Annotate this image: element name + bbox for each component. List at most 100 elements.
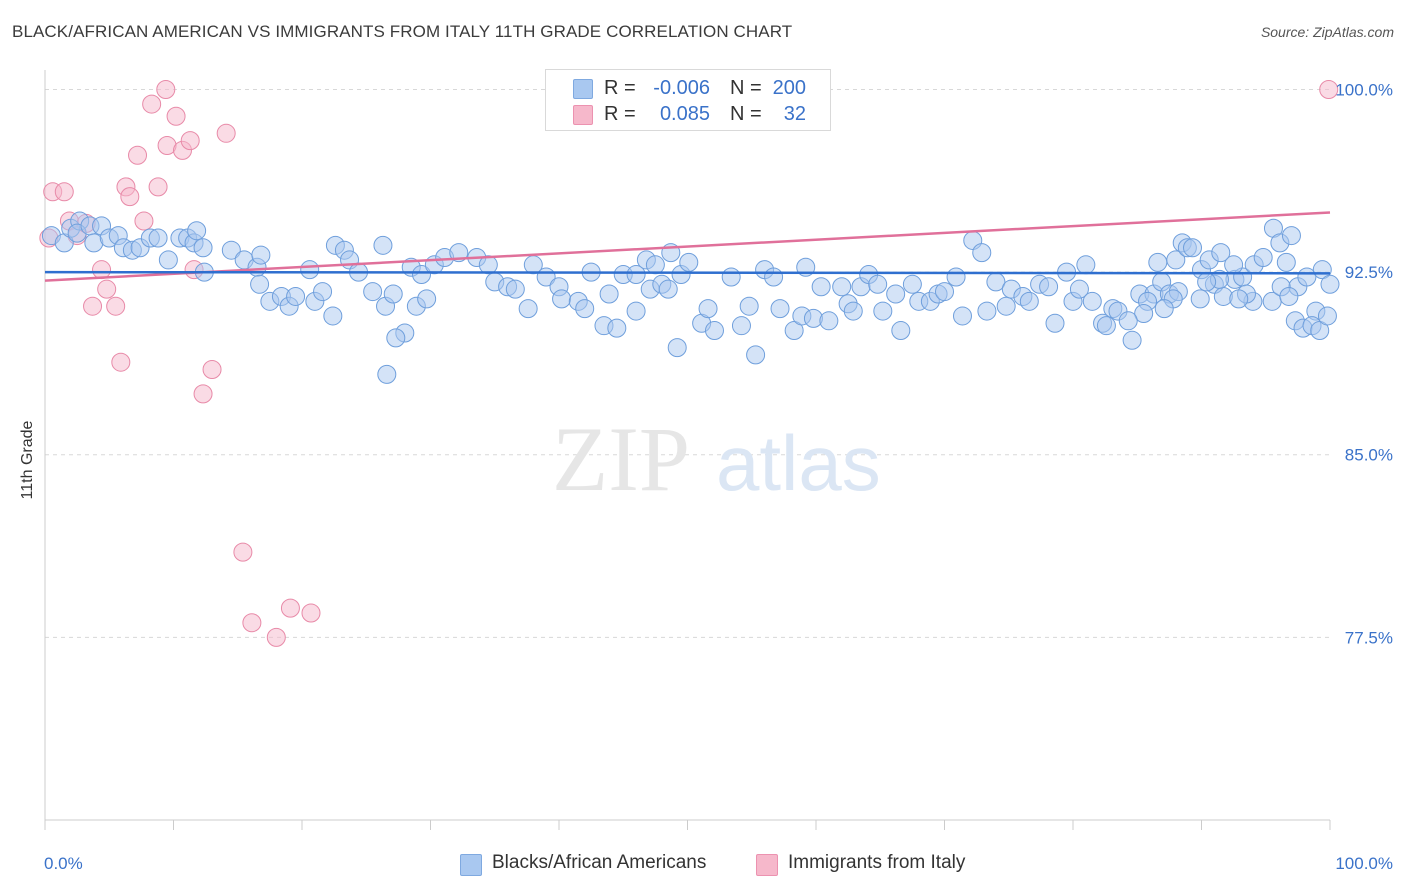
point-blacks [313, 282, 333, 302]
point-blacks [373, 235, 393, 255]
point-blacks [1279, 286, 1299, 306]
y-tick-label: 77.5% [1345, 628, 1393, 647]
bottom-legend-label: Immigrants from Italy [788, 852, 966, 873]
point-blacks [746, 345, 766, 365]
point-blacks [1320, 274, 1340, 294]
point-blacks [891, 321, 911, 341]
point-blacks [935, 282, 954, 302]
point-immigrants [134, 211, 154, 231]
point-immigrants [193, 384, 213, 404]
point-blacks [363, 282, 383, 302]
point-blacks [300, 260, 320, 280]
point-blacks [1183, 238, 1203, 258]
point-blacks [193, 238, 213, 258]
point-blacks [1039, 277, 1059, 297]
tick-labels: 77.5% 85.0% 92.5% 100.0% 0.0% 100.0% [44, 80, 1393, 873]
point-blacks [902, 274, 922, 294]
point-blacks [1317, 306, 1337, 326]
point-blacks [417, 289, 437, 309]
point-blacks [449, 243, 469, 263]
watermark: ZIP atlas [552, 408, 881, 510]
point-blacks [383, 284, 403, 304]
legend-r-label: R = [604, 77, 636, 99]
point-blacks [599, 284, 619, 304]
point-blacks [626, 301, 646, 321]
point-blacks [868, 274, 888, 294]
point-blacks [1253, 248, 1273, 267]
y-tick-label: 85.0% [1345, 446, 1393, 465]
legend-r-label: R = [604, 103, 636, 125]
point-blacks [158, 250, 178, 270]
point-blacks [1118, 311, 1138, 331]
point-blacks [1154, 299, 1174, 319]
point-blacks [386, 328, 406, 348]
point-immigrants [301, 603, 321, 623]
point-blacks [505, 279, 525, 299]
point-blacks [1211, 243, 1231, 263]
legend-n-value: 32 [783, 103, 806, 125]
legend-n-label: N = [730, 77, 762, 99]
point-immigrants [83, 296, 103, 316]
point-immigrants [266, 627, 286, 647]
point-blacks [679, 252, 699, 272]
point-blacks [148, 228, 168, 248]
point-blacks [843, 301, 863, 321]
point-immigrants [54, 182, 74, 202]
point-blacks [704, 321, 724, 341]
legend-swatch-blue [573, 79, 593, 99]
legend-n-label: N = [730, 103, 762, 125]
point-blacks [1229, 289, 1249, 309]
stats-legend: R = -0.006 N = 200 R = 0.085 N = 32 [545, 69, 831, 131]
legend-r-value: 0.085 [659, 103, 710, 125]
y-tick-label: 92.5% [1345, 263, 1393, 282]
point-immigrants [142, 94, 162, 114]
point-blacks [819, 311, 839, 331]
point-blacks [784, 321, 804, 341]
point-blacks [739, 296, 759, 316]
point-blacks [478, 255, 498, 275]
point-blacks [1082, 291, 1102, 311]
point-blacks [721, 267, 741, 287]
legend-n-value: 200 [772, 77, 806, 99]
point-blacks [1148, 252, 1168, 272]
point-blacks [873, 301, 893, 321]
point-immigrants [216, 123, 236, 143]
point-blacks [1069, 279, 1089, 299]
x-tick-label: 0.0% [44, 854, 83, 873]
point-immigrants [233, 542, 253, 562]
source-label: Source: ZipAtlas.com [1260, 24, 1394, 40]
point-immigrants [202, 360, 222, 380]
point-blacks [323, 306, 343, 326]
point-blacks [552, 289, 572, 309]
point-immigrants [92, 260, 112, 280]
point-blacks [1045, 313, 1065, 333]
point-blacks [286, 286, 306, 306]
bottom-legend: Blacks/African Americans Immigrants from… [0, 852, 1406, 876]
point-immigrants [111, 352, 131, 372]
point-immigrants [166, 106, 186, 126]
point-blacks [972, 243, 992, 263]
point-blacks [1224, 255, 1244, 275]
point-immigrants [120, 187, 140, 207]
point-blacks [626, 265, 646, 285]
legend-r-value: -0.006 [653, 77, 710, 99]
point-blacks [698, 299, 718, 319]
point-immigrants [128, 145, 148, 165]
point-immigrants [1319, 79, 1339, 99]
point-blacks [811, 277, 831, 297]
watermark-atlas: atlas [716, 419, 881, 507]
trend-line-immigrants [44, 211, 1331, 282]
point-blacks [518, 299, 538, 319]
point-blacks [575, 299, 595, 319]
point-blacks [977, 301, 997, 321]
point-immigrants [280, 598, 300, 618]
legend-row-italy: R = 0.085 N = 32 [546, 101, 830, 127]
point-blacks [764, 267, 784, 287]
point-blacks [250, 274, 270, 294]
point-blacks [667, 338, 687, 358]
point-immigrants [97, 279, 117, 299]
point-blacks [1134, 304, 1154, 324]
point-immigrants [106, 296, 126, 316]
point-blacks [886, 284, 906, 304]
